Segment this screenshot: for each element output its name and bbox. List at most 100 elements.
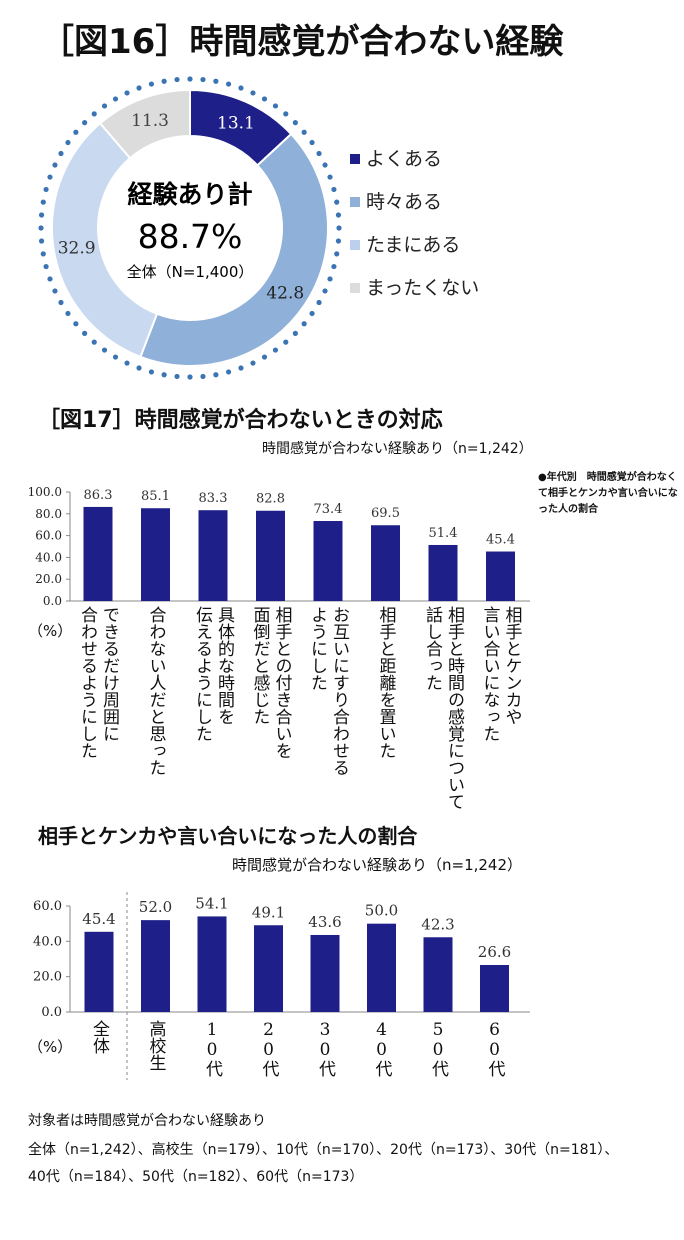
bar <box>198 510 228 601</box>
x-category-label: 60代 <box>484 1020 505 1077</box>
ring-dot <box>43 186 49 193</box>
x-category-label: 全体 <box>89 1020 109 1054</box>
bar-value-label: 45.4 <box>486 533 515 548</box>
bar <box>256 510 285 601</box>
footnote-line2: 全体（n=1,242）、高校生（n=179）、10代（n=170）、20代（n=… <box>28 1142 619 1158</box>
ring-dot <box>309 310 315 317</box>
ring-dot <box>327 174 333 180</box>
ring-dot <box>73 321 79 327</box>
bar <box>428 544 458 601</box>
ring-dot <box>52 162 58 168</box>
bar <box>84 931 114 1012</box>
bar-value-label: 54.1 <box>195 894 228 912</box>
legend-swatch <box>350 154 360 164</box>
ring-dot <box>335 238 342 244</box>
ring-dot <box>334 199 340 205</box>
ring-dot <box>301 129 307 135</box>
donut-slice-2 <box>139 132 329 367</box>
ring-dot <box>272 103 279 109</box>
y-tick-label: 80.0 <box>35 507 62 521</box>
footnote-line3: 40代（n=184）、50代（n=182）、60代（n=173） <box>28 1169 364 1185</box>
bar <box>310 934 340 1012</box>
ring-dot <box>238 365 244 371</box>
ring-dot <box>225 81 232 87</box>
ring-dot <box>336 225 342 231</box>
ring-dot <box>200 76 206 83</box>
bar <box>423 937 453 1012</box>
donut-dotted-ring <box>38 76 342 380</box>
fig17-bar-chart: 100.0 80.0 60.0 40.0 20.0 0.0 86.3 85.1 83.3 82.… <box>28 485 530 608</box>
y-tick-label: 100.0 <box>28 485 62 499</box>
x-category-label: 合わない人だと思った <box>145 606 166 776</box>
ring-dot <box>327 276 333 282</box>
legend-label: よくある <box>366 148 442 170</box>
y-tick-label: 60.0 <box>35 529 62 543</box>
ring-dot <box>65 310 71 317</box>
ring-dot <box>124 90 130 96</box>
ring-dot <box>283 339 289 345</box>
ring-dot <box>124 360 130 366</box>
donut-value-label: 11.3 <box>131 111 169 131</box>
ring-dot <box>283 111 289 117</box>
ring-dot <box>112 354 119 360</box>
ring-dot <box>38 212 45 218</box>
legend-swatch <box>350 283 360 293</box>
fig18-title: 相手とケンカや言い合いになった人の割合 <box>38 824 418 848</box>
x-category-label: 具体的な時間を 伝えるようにした <box>192 606 234 742</box>
ring-dot <box>58 299 64 306</box>
ring-dot <box>47 276 53 282</box>
bar <box>480 965 509 1012</box>
ring-dot <box>213 372 219 378</box>
bar-value-label: 42.3 <box>421 915 454 933</box>
x-category-label: 相手とケンカや 言い合いになった <box>479 606 522 742</box>
ring-dot <box>261 354 268 360</box>
bar-value-label: 51.4 <box>429 526 458 541</box>
ring-dot <box>272 347 279 353</box>
fig17-title: ［図17］時間感覚が合わないときの対応 <box>38 408 443 433</box>
ring-dot <box>187 76 193 82</box>
bar-value-label: 50.0 <box>365 902 398 920</box>
ring-dot <box>261 96 268 102</box>
ring-dot <box>316 150 322 157</box>
bar-value-label: 52.0 <box>139 898 172 916</box>
ring-dot <box>161 372 167 378</box>
x-category-label: 高校生 <box>145 1020 166 1071</box>
bar <box>197 916 227 1012</box>
ring-dot <box>316 299 322 306</box>
ring-dot <box>161 78 167 84</box>
ring-dot <box>301 321 307 327</box>
donut-center-line3: 全体（N=1,400） <box>127 263 254 281</box>
bar-value-label: 45.4 <box>82 910 115 928</box>
ring-dot <box>148 81 155 87</box>
donut-slice-4 <box>98 88 191 160</box>
bar-value-label: 43.6 <box>308 913 341 931</box>
bar <box>367 923 396 1012</box>
ring-dot <box>38 225 44 231</box>
x-category-label: できるだけ周囲に 合わせるようにした <box>77 606 119 759</box>
ring-dot <box>292 330 298 336</box>
x-category-label: 相手と距離を置いた <box>375 606 396 759</box>
legend-swatch <box>350 197 360 207</box>
ring-dot <box>238 85 244 91</box>
x-category-label: 相手と時間の感覚について 話し合った <box>422 606 464 810</box>
donut-slice-3 <box>51 121 159 359</box>
donut-center-line1: 経験あり計 <box>127 180 252 209</box>
ring-dot <box>47 174 53 180</box>
bar <box>141 920 170 1012</box>
ring-dot <box>225 369 232 375</box>
ring-dot <box>334 251 340 257</box>
y-tick-label: 60.0 <box>33 899 62 914</box>
ring-dot <box>82 330 88 336</box>
donut-center-line2: 88.7% <box>138 217 243 256</box>
bar <box>83 506 113 601</box>
bar-value-label: 83.3 <box>199 491 228 506</box>
x-category-label: 20代 <box>258 1020 279 1077</box>
fig16-donut-chart: 13.1 42.8 32.9 11.3 経験あり計 88.7% 全体（N=1,400）… <box>38 76 479 380</box>
y-tick-label: 40.0 <box>35 550 62 564</box>
x-category-label: 50代 <box>428 1020 448 1077</box>
ring-dot <box>58 150 64 157</box>
x-category-label: 10代 <box>202 1020 222 1077</box>
ring-dot <box>174 76 180 83</box>
legend-label: 時々ある <box>366 191 442 213</box>
ring-dot <box>309 139 315 146</box>
